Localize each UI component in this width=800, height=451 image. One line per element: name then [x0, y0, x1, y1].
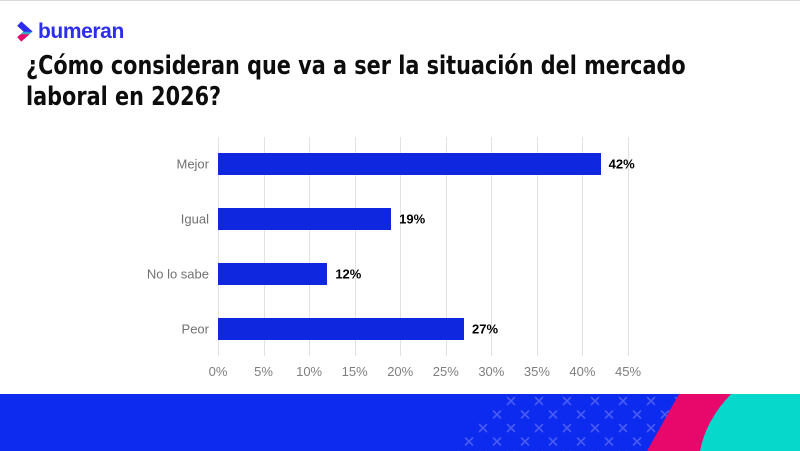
category-label: Peor: [181, 321, 209, 337]
x-tick-label: 15%: [341, 364, 368, 379]
bumeran-chevron-icon: [17, 21, 33, 42]
value-label: 19%: [399, 211, 426, 227]
bumeran-logo-text: bumeran: [38, 20, 124, 43]
gridline: [263, 137, 265, 356]
gridline: [582, 137, 584, 356]
x-axis-labels: 0% 5% 10% 15% 20% 25% 30% 35% 40% 45%: [209, 356, 641, 382]
bar: [218, 208, 392, 231]
gridline: [628, 137, 629, 356]
gridline: [400, 137, 402, 356]
bar-row: No lo sabe 12%: [147, 247, 628, 302]
title-line-1: ¿Cómo consideran que va a ser la situaci…: [26, 51, 686, 81]
bar-chart: Mejor 42% Igual 19% No lo sabe 12% Peor 27% 0% 5…: [147, 137, 641, 379]
gridline: [536, 137, 538, 356]
x-tick-label: 0%: [208, 364, 228, 379]
gridline: [309, 137, 311, 356]
x-tick-label: 45%: [614, 364, 642, 379]
bar-row: Peor 27%: [182, 301, 628, 356]
gridline: [218, 137, 219, 356]
gridline: [491, 137, 493, 356]
category-label: Mejor: [176, 156, 209, 172]
value-label: 27%: [472, 321, 499, 337]
x-tick-label: 20%: [387, 364, 414, 379]
x-tick-label: 40%: [569, 364, 596, 379]
value-label: 42%: [608, 156, 635, 172]
pink-diagonal-stripe: [647, 394, 731, 451]
x-tick-label: 35%: [523, 364, 550, 379]
gridlines: [218, 137, 629, 356]
category-label: No lo sabe: [146, 266, 209, 282]
title-line-2: laboral en 2026?: [26, 82, 222, 112]
bar-rows: Mejor 42% Igual 19% No lo sabe 12% Peor 27%: [147, 137, 635, 356]
bar: [218, 262, 328, 285]
x-tick-label: 5%: [254, 364, 273, 379]
bumeran-logo: bumeran: [14, 19, 124, 44]
bar-row: Mejor 42%: [176, 137, 635, 192]
page-title: ¿Cómo consideran que va a ser la situaci…: [26, 51, 686, 113]
x-tick-label: 25%: [432, 364, 459, 379]
gridline: [445, 137, 447, 356]
footer-decoration-graphic: [0, 394, 800, 451]
bar: [218, 317, 464, 340]
x-tick-label: 30%: [478, 364, 505, 379]
x-tick-label: 10%: [296, 364, 323, 379]
gridline: [354, 137, 356, 356]
cyan-corner-shape: [700, 394, 800, 451]
bar: [218, 153, 601, 176]
category-label: Igual: [180, 211, 209, 227]
value-label: 12%: [335, 266, 362, 282]
footer-decoration: [0, 394, 800, 451]
bar-row: Igual 19%: [181, 192, 628, 247]
